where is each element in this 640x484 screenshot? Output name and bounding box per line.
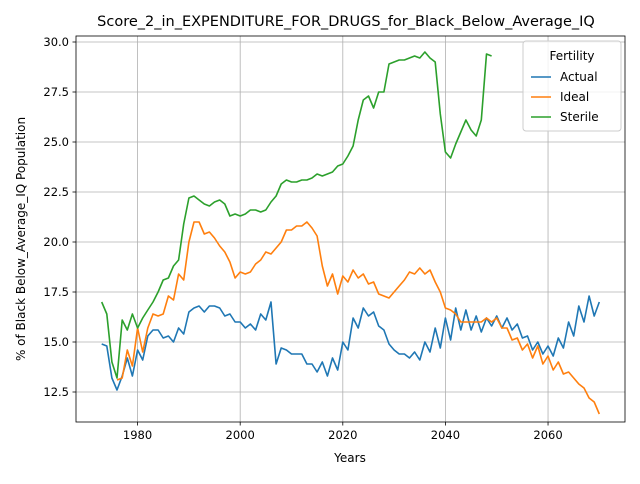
x-tick-label: 2020 — [328, 428, 357, 442]
y-tick-label: 27.5 — [43, 85, 69, 99]
legend-box — [522, 40, 622, 132]
plot-frame — [75, 35, 626, 423]
series-line-actual — [101, 295, 601, 391]
x-tick-label: 2060 — [533, 428, 562, 442]
y-tick-label: 25.0 — [43, 135, 69, 149]
legend-label-sterile: Sterile — [560, 110, 599, 124]
y-tick-label: 12.5 — [43, 385, 69, 399]
series-line-ideal — [116, 221, 601, 415]
legend-items: Actual Ideal Sterile — [531, 70, 599, 124]
y-tick-label: 22.5 — [43, 185, 69, 199]
x-tick-label: 1980 — [123, 428, 152, 442]
legend-title: Fertility — [549, 49, 594, 63]
series-line-sterile — [100, 51, 492, 379]
y-tick-label: 30.0 — [43, 35, 69, 49]
legend-label-ideal: Ideal — [560, 90, 589, 104]
y-axis-label: % of Black Below_Average_IQ Population — [14, 117, 28, 361]
x-tick-label: 2040 — [431, 428, 460, 442]
grid — [76, 36, 625, 422]
y-tick-label: 15.0 — [43, 335, 69, 349]
x-axis-label: Years — [333, 451, 366, 465]
y-tick-label: 20.0 — [43, 235, 69, 249]
y-tick-label: 17.5 — [43, 285, 69, 299]
chart-title: Score_2_in_EXPENDITURE_FOR_DRUGS_for_Bla… — [97, 14, 595, 30]
legend: Fertility Actual Ideal Sterile — [522, 40, 622, 132]
ticks: 1980 2000 2020 2040 2060 12.5 15.0 17.5 20.0 22.5… — [43, 35, 562, 442]
series-layer — [100, 51, 601, 415]
x-tick-label: 2000 — [226, 428, 255, 442]
legend-label-actual: Actual — [560, 70, 598, 84]
